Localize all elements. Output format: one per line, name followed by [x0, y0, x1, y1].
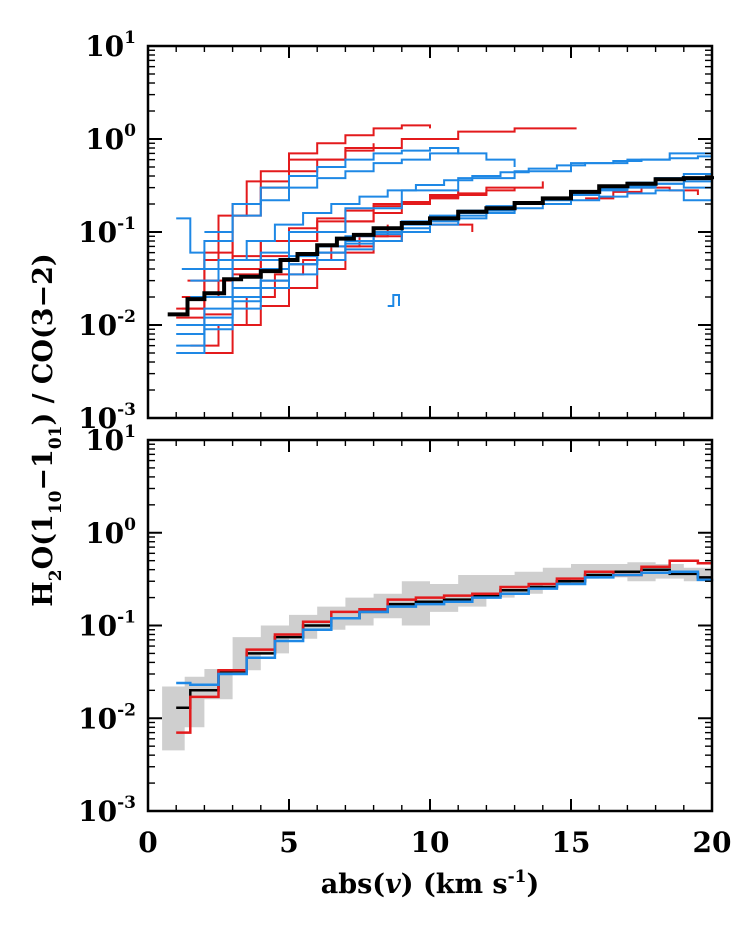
- x-tick-label: 15: [552, 826, 591, 859]
- series-blue-9: [190, 153, 713, 282]
- y-tick-label: 10-2: [78, 700, 136, 735]
- bottom-panel: 10-3 10-2 10-1 100 101: [78, 422, 714, 828]
- x-tick-labels: 0 5 10 15 20: [138, 826, 731, 859]
- y-tick-label: 100: [85, 121, 136, 156]
- series-blue-8: [176, 217, 290, 270]
- series-blue-7: [176, 182, 713, 347]
- y-tick-label: 101: [85, 422, 136, 457]
- y-tick-label: 10-3: [78, 793, 136, 828]
- series-blue-3: [176, 189, 713, 354]
- series-mean: [167, 176, 714, 317]
- x-tick-label: 0: [138, 826, 157, 859]
- y-tick-label: 100: [85, 515, 136, 550]
- x-tick-label: 20: [693, 826, 732, 859]
- x-axis-title: abs(v) (km s-1): [321, 867, 540, 900]
- series-blue-6: [204, 147, 516, 233]
- series-blue-step: [176, 570, 714, 686]
- x-tick-label: 10: [411, 826, 450, 859]
- y-tick-label: 101: [85, 28, 136, 63]
- y-tick-label: 10-2: [78, 307, 136, 342]
- top-panel: 10-3 10-2 10-1 100 101: [78, 28, 714, 435]
- series-blue-10: [387, 294, 400, 307]
- x-tick-label: 5: [279, 826, 298, 859]
- y-axis-title: H2O(110−101) / CO(3−2): [28, 253, 66, 606]
- y-tick-label: 10-3: [78, 400, 136, 435]
- y-tick-label: 10-1: [78, 608, 136, 643]
- y-tick-label: 10-1: [78, 214, 136, 249]
- scatter-band: [162, 562, 713, 751]
